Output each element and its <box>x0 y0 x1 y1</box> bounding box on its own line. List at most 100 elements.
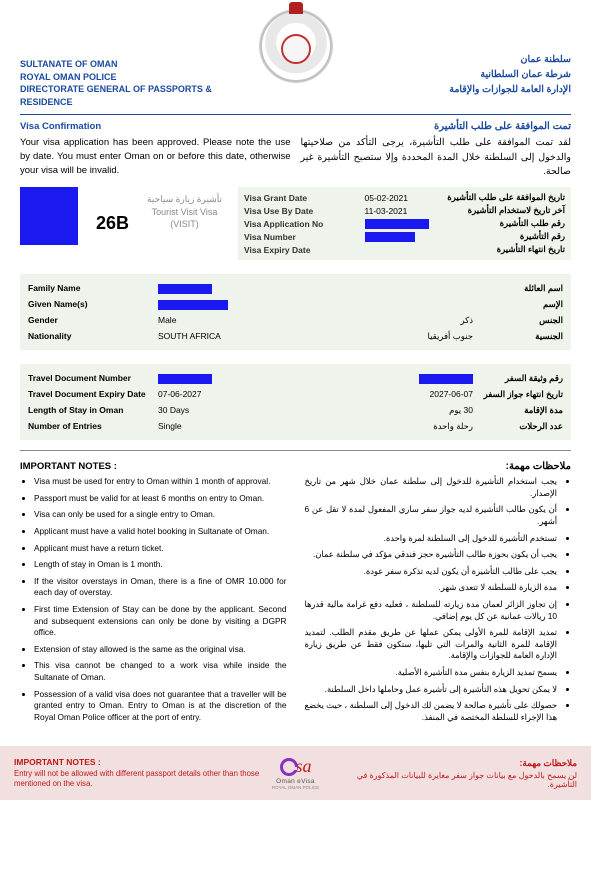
notes-en: Visa must be used for entry to Oman with… <box>20 476 287 728</box>
table-row: Family Name اسم العائلة <box>28 280 563 296</box>
table-row: Travel Document Expiry Date 07-06-2027 2… <box>28 386 563 402</box>
footer-en: IMPORTANT NOTES : Entry will not be allo… <box>14 757 262 789</box>
issuer-authority-ar: شرطة عمان السلطانية <box>346 67 572 82</box>
list-item: لا يمكن تحويل هذه التأشيرة إلى تأشيرة عم… <box>305 684 558 696</box>
visa-type-en: Tourist Visit Visa <box>147 206 222 219</box>
list-item: Visa must be used for entry to Oman with… <box>34 476 287 488</box>
confirmation-title-en: Visa Confirmation <box>20 121 291 132</box>
confirmation-en: Visa Confirmation Your visa application … <box>20 121 291 179</box>
header-right: سلطنة عمان شرطة عمان السلطانية الإدارة ا… <box>346 10 572 98</box>
list-item: يجب على طالب التأشيرة أن يكون لديه تذكرة… <box>305 566 558 578</box>
value <box>158 299 316 310</box>
visa-dates: Visa Grant Date 05-02-2021 تاريخ الموافق… <box>236 187 571 260</box>
label-en: Visa Number <box>244 232 365 242</box>
issuer-dept-ar: الإدارة العامة للجوازات والإقامة <box>346 82 572 97</box>
label-ar: تاريخ انتهاء جواز السفر <box>473 389 563 400</box>
list-item: Visa can only be used for a single entry… <box>34 509 287 521</box>
list-item: Applicant must have a return ticket. <box>34 543 287 555</box>
value: Single <box>158 421 316 431</box>
label-ar: تاريخ الموافقة على طلب التأشيرة <box>445 192 566 203</box>
confirmation-body-ar: لقد تمت الموافقة على طلب التأشيرة، يرجى … <box>301 136 572 179</box>
redacted-icon <box>365 219 429 229</box>
notes-heading-en: IMPORTANT NOTES : <box>20 461 117 472</box>
label-ar: عدد الرحلات <box>473 421 563 432</box>
page: SULTANATE OF OMAN ROYAL OMAN POLICE DIRE… <box>0 0 591 728</box>
issuer-dept-en: DIRECTORATE GENERAL OF PASSPORTS & RESID… <box>20 83 246 108</box>
visa-code: 26B <box>78 187 147 260</box>
list-item: إن تجاوز الزائر لعمان مدة زيارته للسلطنة… <box>305 599 558 622</box>
redacted-icon <box>419 374 473 384</box>
value <box>365 231 445 242</box>
footer-title-en: IMPORTANT NOTES : <box>14 757 262 767</box>
logo-sub2: ROYAL OMAN POLICE <box>272 785 319 790</box>
notes-ar: يجب استخدام التأشيرة للدخول إلى سلطنة عم… <box>305 476 572 728</box>
value-ar: جنوب أفريقيا <box>316 331 474 342</box>
label-en: Gender <box>28 315 158 325</box>
personal-info: Family Name اسم العائلة Given Name(s) ال… <box>20 274 571 350</box>
list-item: Extension of stay allowed is the same as… <box>34 644 287 656</box>
list-item: يسمح تمديد الزيارة بنفس مدة التأشيرة الأ… <box>305 667 558 679</box>
label-en: Travel Document Number <box>28 373 158 383</box>
table-row: Given Name(s) الإسم <box>28 296 563 312</box>
redacted-icon <box>158 284 212 294</box>
label-en: Travel Document Expiry Date <box>28 389 158 399</box>
list-item: يجب أن يكون بحوزة طالب التأشيرة حجز فندق… <box>305 549 558 561</box>
divider <box>20 450 571 451</box>
value: Male <box>158 315 316 325</box>
travel-info: Travel Document Number رقم وثيقة السفر T… <box>20 364 571 440</box>
footer-title-ar: ملاحظات مهمة: <box>329 758 577 769</box>
label-ar: رقم وثيقة السفر <box>473 373 563 384</box>
value: 30 Days <box>158 405 316 415</box>
label-ar: رقم طلب التأشيرة <box>445 218 566 229</box>
label-ar: رقم التأشيرة <box>445 231 566 242</box>
visa-code-text: 26B <box>96 213 129 234</box>
label-en: Family Name <box>28 283 158 293</box>
confirmation-title-ar: تمت الموافقة على طلب التأشيرة <box>301 121 572 132</box>
label-ar: الجنسية <box>473 331 563 342</box>
list-item: Length of stay in Oman is 1 month. <box>34 559 287 571</box>
value: SOUTH AFRICA <box>158 331 316 341</box>
label-ar: الإسم <box>473 299 563 310</box>
label-en: Visa Expiry Date <box>244 245 365 255</box>
label-en: Visa Application No <box>244 219 365 229</box>
list-item: Passport must be valid for at least 6 mo… <box>34 493 287 505</box>
table-row: Visa Use By Date 11-03-2021 آخر تاريخ لا… <box>244 204 565 217</box>
footer-logo: sa Oman eVisa ROYAL OMAN POLICE <box>272 756 319 790</box>
confirmation-body-en: Your visa application has been approved.… <box>20 136 291 177</box>
table-row: Visa Expiry Date تاريخ انتهاء التأشيرة <box>244 243 565 256</box>
value-ar: رحلة واحدة <box>316 421 474 432</box>
redacted-icon <box>158 374 212 384</box>
list-item: مدة الزيارة للسلطنة لا تتعدى شهر. <box>305 582 558 594</box>
header-center <box>246 10 346 82</box>
label-ar: آخر تاريخ لاستخدام التأشيرة <box>445 205 566 216</box>
divider <box>20 114 571 115</box>
label-ar: الجنس <box>473 315 563 326</box>
label-en: Number of Entries <box>28 421 158 431</box>
value <box>158 373 316 384</box>
table-row: Length of Stay in Oman 30 Days 30 يوم مد… <box>28 402 563 418</box>
header: SULTANATE OF OMAN ROYAL OMAN POLICE DIRE… <box>20 10 571 108</box>
redacted-icon <box>158 300 228 310</box>
redacted-icon <box>365 232 415 242</box>
issuer-country-ar: سلطنة عمان <box>346 52 572 67</box>
footer-ar: ملاحظات مهمة: لن يسمح بالدخول مع بيانات … <box>329 758 577 789</box>
confirmation-ar: تمت الموافقة على طلب التأشيرة لقد تمت ال… <box>301 121 572 179</box>
value-ar: 2027-06-07 <box>316 389 474 399</box>
value: 07-06-2027 <box>158 389 316 399</box>
label-ar: اسم العائلة <box>473 283 563 294</box>
emblem-icon <box>260 10 332 82</box>
label-en: Visa Grant Date <box>244 193 365 203</box>
value <box>158 283 316 294</box>
visa-type-ar: تأشيرة زيارة سياحية <box>147 193 222 206</box>
list-item: أن يكون طالب التأشيرة لديه جواز سفر ساري… <box>305 504 558 527</box>
value-ar: 30 يوم <box>316 405 474 416</box>
table-row: Visa Number رقم التأشيرة <box>244 230 565 243</box>
table-row: Nationality SOUTH AFRICA جنوب أفريقيا ال… <box>28 328 563 344</box>
label-en: Visa Use By Date <box>244 206 365 216</box>
issuer-country-en: SULTANATE OF OMAN <box>20 58 246 71</box>
table-row: Visa Grant Date 05-02-2021 تاريخ الموافق… <box>244 191 565 204</box>
list-item: تمديد الإقامة للمرة الأولى يمكن عملها عن… <box>305 627 558 662</box>
value-ar <box>316 373 474 384</box>
footer: IMPORTANT NOTES : Entry will not be allo… <box>0 746 591 800</box>
list-item: Possession of a valid visa does not guar… <box>34 689 287 724</box>
